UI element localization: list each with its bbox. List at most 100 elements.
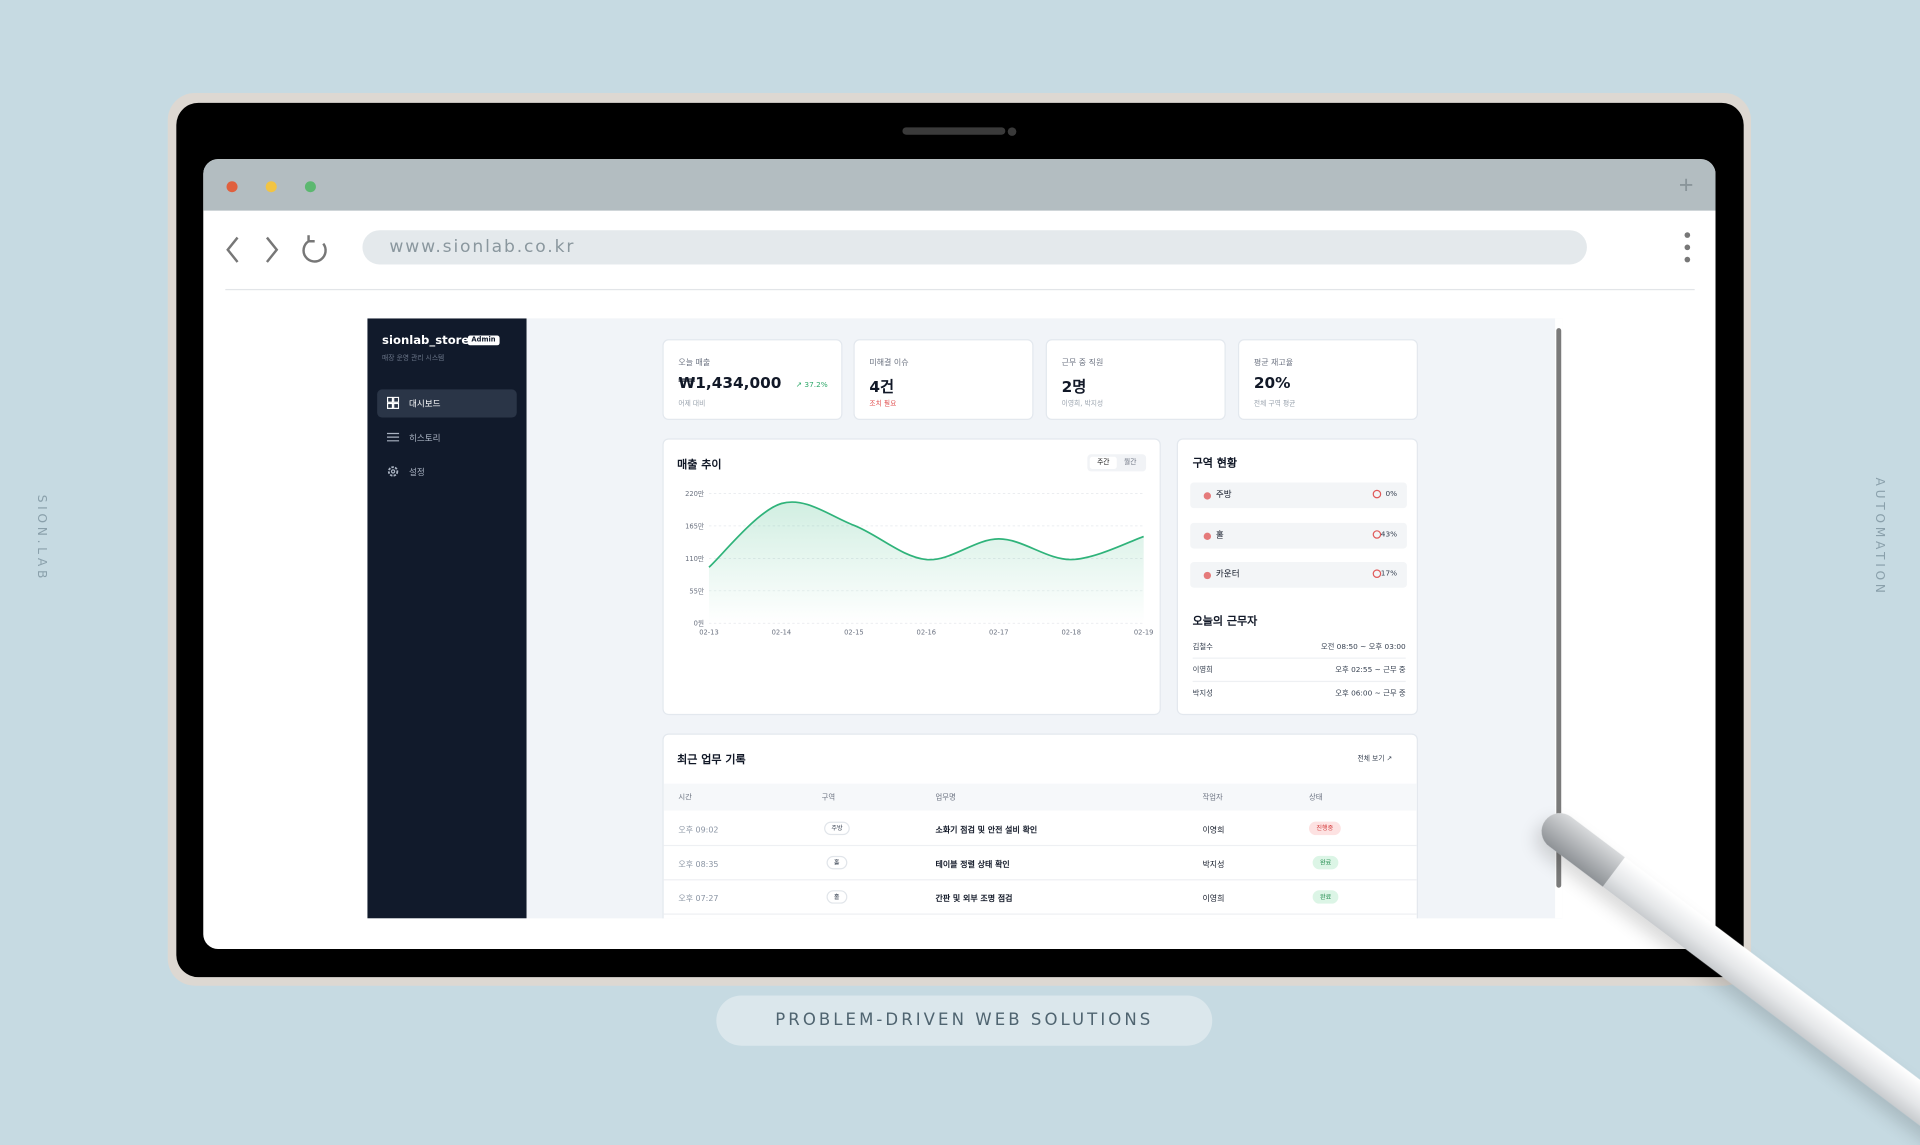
stat-card: 평균 재고율 20% 전체 구역 평균 [1237,339,1418,420]
nav-label: 대시보드 [408,399,441,409]
zone-name: 주방 [1215,489,1232,500]
staff-title: 오늘의 근무자 [1192,615,1258,629]
zone-title: 구역 현황 [1192,457,1238,471]
menu-button[interactable] [1681,230,1693,267]
zone-row[interactable]: 홀 43% [1190,522,1407,549]
stat-label: 근무 중 직원 [1061,357,1104,368]
stat-value: 4건 [869,377,895,396]
zone-name: 카운터 [1215,569,1240,580]
delta-text: 37.2% [804,380,828,390]
sidebar: sionlab_store Admin 매장 운영 관리 시스템 대시보드 히스… [367,318,527,919]
stat-note: 어제 대비 [678,400,706,408]
stat-label: 평균 재고율 [1253,357,1294,368]
staff-row: 이영희 오후 02:55 ~ 근무 중 [1192,658,1406,683]
scroll-thumb[interactable] [1556,328,1562,888]
window-minimize[interactable] [265,181,277,193]
reload-button[interactable] [302,235,327,263]
table-row[interactable]: 오후 07:27 홀 간판 및 외부 조명 점검 이영희 완료 [663,879,1417,915]
line [708,501,1144,568]
page: SION.LAB AUTOMATION www.sionlab.co.kr si… [34,93,1920,1145]
staff-time: 오후 06:00 ~ 근무 중 [1335,689,1406,698]
url: www.sionlab.co.kr [389,237,576,258]
y-tick-label: 110만 [685,554,704,563]
nav-label: 설정 [408,467,425,478]
stat-card: 근무 중 직원 2명 이영희, 박지성 [1045,339,1226,420]
chart-card: 매출 추이 주간 월간 0원 55만 110만 165만 220만 02-13 02-14 0… [662,438,1161,716]
toggle[interactable]: 주간 [1089,456,1117,469]
stat-card: 미해결 이슈 4건 조치 필요 [853,339,1034,420]
zone-value: 43% [1380,530,1398,539]
stat-label: 오늘 매출 [678,357,711,368]
stat-note: 전체 구역 평균 [1253,400,1296,408]
staff-name: 이영희 [1192,666,1213,675]
stat-delta: ↗ 37.2% [795,380,828,390]
cell-zone: 주방 [824,821,851,836]
nav-controls [226,235,327,263]
column-header: 시간 [678,793,692,803]
x-tick-label: 02-15 [844,628,864,636]
log-card: 최근 업무 기록 전체 보기 ↗ 시간 구역 업무명 작업자 상태 오후 09:… [662,733,1418,919]
nav-label: 히스토리 [408,433,441,444]
nav-item[interactable]: 대시보드 [377,389,517,418]
screen: www.sionlab.co.kr sionlab_store Admin 매장… [203,159,1716,949]
store-name: sionlab_store [382,334,470,348]
chart-title: 매출 추이 [677,459,722,472]
stat-card: 오늘 매출 ₩1,434,000 ↗ 37.2% 어제 대비 [662,339,843,420]
cell-time: 오후 07:27 [678,893,719,904]
nav-item[interactable]: 설정 [377,458,517,486]
view-all[interactable]: 전체 보기 ↗ [1357,755,1393,763]
cell-status: 완료 [1312,855,1339,870]
table-row[interactable]: 오후 09:02 주방 소화기 점검 및 안전 설비 확인 이영희 진행중 [663,811,1417,847]
staff-time: 오후 02:55 ~ 근무 중 [1335,666,1406,675]
zone-value: 0% [1385,489,1398,499]
cell-task: 간판 및 외부 조명 점검 [935,893,1013,904]
area [708,502,1144,624]
y-tick-label: 220만 [685,489,704,498]
column-header: 업무명 [935,793,956,803]
speaker [902,127,1006,135]
cell-worker: 이영희 [1202,893,1225,904]
cell-status: 완료 [1312,890,1339,904]
cell-time: 오후 08:35 [678,859,719,870]
forward-button[interactable] [265,236,279,263]
staff-row: 박지성 오후 06:00 ~ 근무 중 [1193,681,1406,704]
browser-titlebar [203,159,1716,211]
new-tab[interactable] [1679,178,1694,193]
column-header: 작업자 [1202,793,1223,803]
zone-name: 홀 [1215,530,1224,540]
window-close[interactable] [226,181,238,193]
table-row[interactable]: 오후 08:35 홀 테이블 정렬 상태 확인 박지성 완료 [663,845,1417,881]
cell-worker: 이영희 [1202,825,1225,836]
scrollbar[interactable] [1555,318,1563,919]
cell-task: 테이블 정렬 상태 확인 [935,859,1010,870]
nav-item[interactable]: 히스토리 [377,424,517,452]
stat-label: 미해결 이슈 [869,357,909,368]
y-tick-label: 165만 [685,521,704,530]
address-bar[interactable]: www.sionlab.co.kr [362,230,1587,265]
divider [225,288,1695,291]
toggle-group: 주간 월간 [1087,454,1147,472]
x-tick-label: 02-19 [1134,628,1154,636]
cell-zone: 홀 [826,890,847,904]
zone-value: 17% [1380,569,1398,578]
stat-value: 20% [1253,373,1291,392]
side-label: SION.LAB [34,494,48,583]
x-tick-label: 02-17 [989,628,1009,636]
toggle[interactable]: 월간 [1124,459,1137,467]
zone-card: 구역 현황 주방 0% 홀 43% 카운터 17% 오늘의 근무자 김철수 오전 08:… [1176,438,1418,716]
cell-worker: 박지성 [1202,859,1225,870]
log-title: 최근 업무 기록 [677,754,746,767]
back-button[interactable] [226,236,239,263]
window-maximize[interactable] [304,181,316,193]
column-header: 구역 [821,793,836,803]
stat-value: 2명 [1061,377,1087,396]
y-tick-label: 55만 [689,586,704,595]
zone-row[interactable]: 카운터 17% [1190,562,1407,588]
x-tick-label: 02-16 [917,628,937,636]
zone-row[interactable]: 주방 0% [1190,482,1407,509]
cell-time: 오후 09:02 [678,825,719,836]
cell-zone: 홀 [826,855,847,870]
x-tick-label: 02-13 [699,628,719,636]
app: sionlab_store Admin 매장 운영 관리 시스템 대시보드 히스… [367,318,1563,919]
staff-time: 오전 08:50 ~ 오후 03:00 [1320,642,1406,652]
